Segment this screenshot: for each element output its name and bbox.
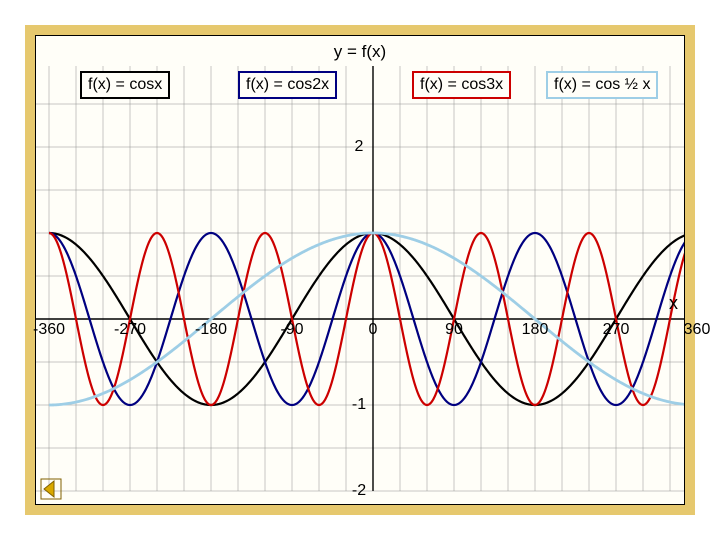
x-tick-label: -180 bbox=[195, 321, 227, 339]
legend-item: f(x) = cosx bbox=[80, 71, 170, 99]
legend-item: f(x) = cos ½ x bbox=[546, 71, 658, 99]
x-tick-label: 180 bbox=[522, 321, 549, 339]
back-icon[interactable] bbox=[40, 478, 62, 500]
chart-svg bbox=[36, 36, 684, 504]
y-tick-label: -2 bbox=[352, 482, 366, 500]
x-tick-label: -360 bbox=[33, 321, 65, 339]
legend-label: f(x) = cos3x bbox=[420, 76, 503, 93]
legend-item: f(x) = cos2x bbox=[238, 71, 337, 99]
legend-item: f(x) = cos3x bbox=[412, 71, 511, 99]
x-tick-label: 270 bbox=[603, 321, 630, 339]
chart-title: y = f(x) bbox=[334, 42, 386, 62]
x-tick-label: 90 bbox=[445, 321, 463, 339]
y-tick-label: 2 bbox=[355, 138, 364, 156]
x-axis-label: x bbox=[669, 293, 678, 314]
x-tick-label: 360 bbox=[684, 321, 711, 339]
legend-label: f(x) = cos2x bbox=[246, 76, 329, 93]
x-tick-label: -90 bbox=[280, 321, 303, 339]
legend-label: f(x) = cos ½ x bbox=[554, 76, 650, 93]
x-tick-label: -270 bbox=[114, 321, 146, 339]
y-tick-label: -1 bbox=[352, 396, 366, 414]
x-tick-label: 0 bbox=[369, 321, 378, 339]
plot-frame: y = f(x) f(x) = cosx f(x) = cos2x f(x) = c… bbox=[35, 35, 685, 505]
legend-label: f(x) = cosx bbox=[88, 76, 162, 93]
